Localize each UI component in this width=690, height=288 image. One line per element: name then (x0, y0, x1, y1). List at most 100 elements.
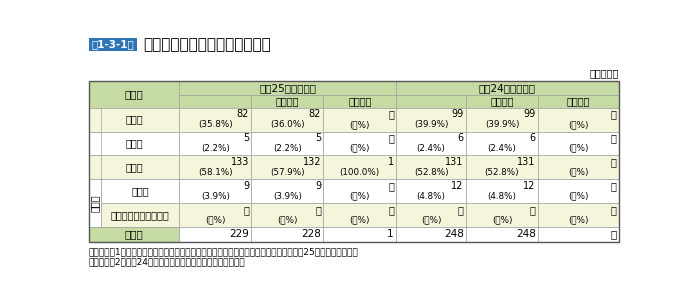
Bar (324, 179, 396, 203)
Bar (88, 108, 179, 132)
Text: 5: 5 (243, 133, 249, 143)
Text: 破　損: 破 損 (131, 186, 149, 196)
Text: (－%): (－%) (350, 215, 370, 224)
Bar (88, 156, 179, 179)
Bar (179, 108, 251, 132)
Text: －: － (530, 205, 535, 215)
Bar (88, 81, 619, 242)
Text: (2.2%): (2.2%) (201, 144, 230, 153)
Text: 上記に該当しないもの: 上記に該当しないもの (110, 210, 170, 220)
Text: 平成24年中の事故: 平成24年中の事故 (479, 83, 536, 93)
Bar (251, 156, 324, 179)
Text: －: － (388, 181, 394, 191)
Bar (251, 132, 324, 156)
Bar (88, 38, 137, 51)
Text: (－%): (－%) (568, 215, 589, 224)
Bar (251, 227, 324, 242)
Text: (－%): (－%) (277, 215, 297, 224)
Text: 82: 82 (308, 109, 321, 120)
Bar (396, 95, 466, 108)
Text: 248: 248 (444, 229, 464, 239)
Bar (466, 179, 538, 203)
Text: (3.9%): (3.9%) (201, 192, 230, 200)
Text: 地震事故: 地震事故 (348, 96, 372, 107)
Bar (179, 132, 251, 156)
Text: (4.8%): (4.8%) (488, 192, 517, 200)
Bar (466, 227, 538, 242)
Text: －: － (388, 109, 394, 120)
Text: －: － (388, 205, 394, 215)
Bar (88, 156, 101, 179)
Bar (396, 108, 466, 132)
Text: (－%): (－%) (350, 120, 370, 129)
Bar (324, 132, 396, 156)
Bar (324, 227, 396, 242)
Bar (396, 156, 466, 179)
Text: 平成25年中の事故: 平成25年中の事故 (259, 83, 316, 93)
Bar (101, 203, 179, 227)
Text: 228: 228 (302, 229, 321, 239)
Text: 132: 132 (303, 157, 321, 167)
Bar (88, 132, 179, 156)
Text: －: － (243, 205, 249, 215)
Text: 6: 6 (530, 133, 535, 143)
Bar (538, 132, 619, 156)
Text: －: － (611, 181, 616, 191)
Text: (39.9%): (39.9%) (485, 120, 520, 129)
Bar (466, 156, 538, 179)
Text: （備考）　1　「石油コンビナート等特別防災区域の特定事業所における事故概要（平成25年中）」より作成: （備考） 1 「石油コンビナート等特別防災区域の特定事業所における事故概要（平成… (88, 247, 358, 256)
Bar (538, 227, 619, 242)
Text: (100.0%): (100.0%) (339, 168, 380, 177)
Bar (179, 81, 396, 95)
Bar (251, 108, 324, 132)
Text: (36.0%): (36.0%) (270, 120, 305, 129)
Text: 石油コンビナート事故発生状況: 石油コンビナート事故発生状況 (144, 37, 271, 52)
Text: 131: 131 (445, 157, 464, 167)
Bar (466, 108, 538, 132)
Text: 99: 99 (524, 109, 535, 120)
Text: 火　災: 火 災 (125, 115, 143, 125)
Bar (538, 203, 619, 227)
Text: 5: 5 (315, 133, 321, 143)
Text: 一般事故: 一般事故 (275, 96, 299, 107)
Bar (179, 227, 251, 242)
Bar (396, 179, 466, 203)
Text: (3.9%): (3.9%) (273, 192, 302, 200)
Text: (52.8%): (52.8%) (414, 168, 448, 177)
Text: 248: 248 (516, 229, 535, 239)
Text: 爆　発: 爆 発 (125, 139, 143, 149)
Text: 一般事故: 一般事故 (491, 96, 514, 107)
Text: (2.2%): (2.2%) (273, 144, 302, 153)
Bar (179, 179, 251, 203)
Text: －: － (315, 205, 321, 215)
Text: 1: 1 (388, 157, 394, 167)
Text: (4.8%): (4.8%) (417, 192, 446, 200)
Text: (－%): (－%) (568, 144, 589, 153)
Text: 82: 82 (237, 109, 249, 120)
Bar (466, 95, 538, 108)
Bar (324, 108, 396, 132)
Bar (538, 179, 619, 203)
Text: 133: 133 (230, 157, 249, 167)
Bar (324, 95, 396, 108)
Text: (－%): (－%) (350, 144, 370, 153)
Text: (－%): (－%) (492, 215, 512, 224)
Text: (－%): (－%) (568, 120, 589, 129)
Text: 131: 131 (518, 157, 535, 167)
Bar (251, 179, 324, 203)
Bar (251, 203, 324, 227)
Text: (58.1%): (58.1%) (198, 168, 233, 177)
Bar (396, 227, 466, 242)
Text: 第1-3-1表: 第1-3-1表 (92, 39, 135, 50)
Text: －: － (388, 133, 394, 143)
Text: (2.4%): (2.4%) (417, 144, 446, 153)
Text: 99: 99 (451, 109, 464, 120)
Bar (88, 227, 179, 242)
Bar (396, 81, 619, 95)
Text: (－%): (－%) (205, 215, 226, 224)
Text: －: － (611, 157, 616, 167)
Bar (101, 179, 179, 203)
Bar (88, 179, 101, 227)
Text: 229: 229 (229, 229, 249, 239)
Text: (52.8%): (52.8%) (484, 168, 520, 177)
